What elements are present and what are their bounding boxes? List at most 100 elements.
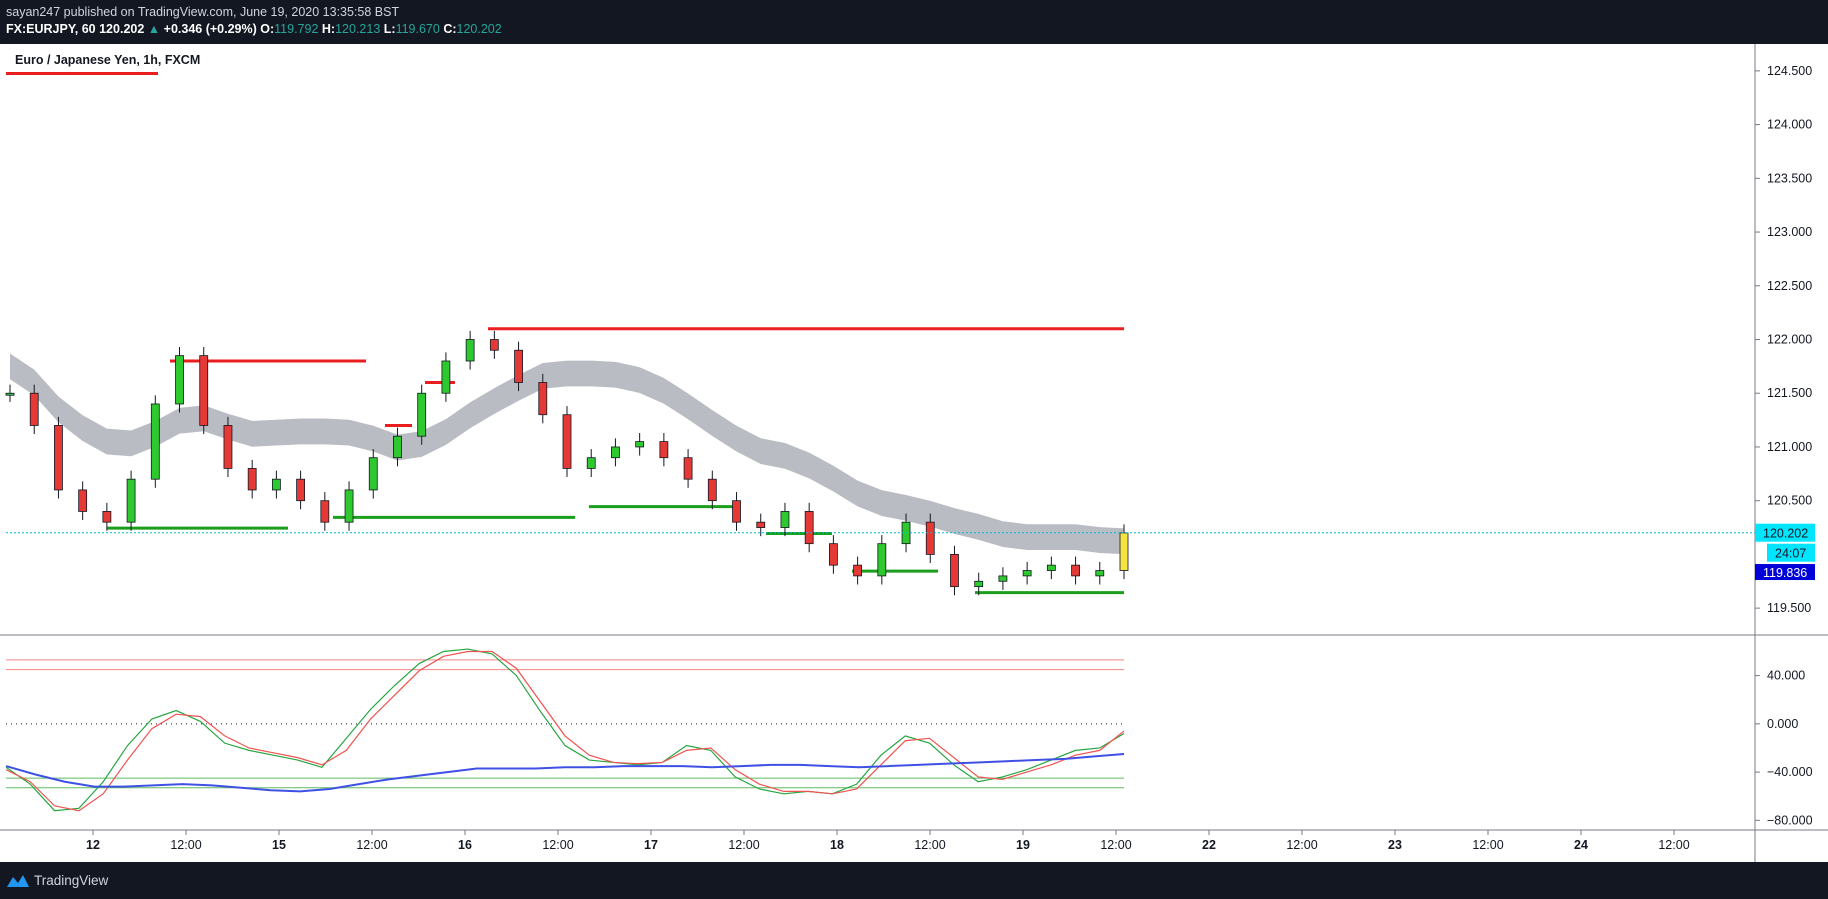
candle-body xyxy=(611,446,620,459)
candle-body xyxy=(368,457,378,491)
time-tick-label: 22 xyxy=(1202,838,1216,852)
ohlc-line: FX:EURJPY, 60 120.202 ▲ +0.346 (+0.29%) … xyxy=(6,22,502,36)
osc-tick-label: −40.000 xyxy=(1767,765,1813,779)
candle-body xyxy=(271,478,281,491)
candle-body xyxy=(441,360,451,394)
time-tick-label: 23 xyxy=(1388,838,1402,852)
last-price-label: 120.202 xyxy=(1763,527,1808,541)
time-tick-label: 12:00 xyxy=(728,838,759,852)
top-bar: sayan247 published on TradingView.com, J… xyxy=(0,0,1828,44)
candle-body xyxy=(998,575,1008,582)
candle-body xyxy=(780,511,790,528)
candle-body xyxy=(150,403,160,480)
close-value: 120.202 xyxy=(456,22,502,36)
osc-tick-label: 0.000 xyxy=(1767,717,1798,731)
symbol-title: Euro / Japanese Yen, 1h, FXCM xyxy=(15,53,201,67)
chart-area[interactable]: 124.500 124.000 123.500 123.000 122.500 122.0… xyxy=(0,44,1828,862)
candle-body xyxy=(1046,564,1056,571)
time-tick-label: 12:00 xyxy=(1658,838,1689,852)
candle-body xyxy=(877,543,887,577)
time-tick-label: 12:00 xyxy=(1100,838,1131,852)
secondary-price-label: 119.836 xyxy=(1763,566,1807,580)
price-tick-label: 119.500 xyxy=(1767,601,1811,615)
chart-canvas[interactable]: 124.500 124.000 123.500 123.000 122.500 122.0… xyxy=(0,44,1828,862)
candle-body xyxy=(54,425,63,491)
candle-body xyxy=(489,339,499,351)
candle-body xyxy=(102,511,112,523)
candle-body xyxy=(78,489,88,512)
time-tick-label: 12:00 xyxy=(1286,838,1317,852)
brand-name[interactable]: TradingView xyxy=(34,873,109,888)
time-tick-label: 12:00 xyxy=(356,838,387,852)
candle-body xyxy=(465,339,475,362)
candle-body xyxy=(853,564,863,577)
candle-body xyxy=(223,425,233,469)
candle-body xyxy=(199,355,209,426)
candle-body xyxy=(707,478,717,502)
time-tick-label: 12:00 xyxy=(1472,838,1503,852)
open-value: 119.792 xyxy=(274,22,319,36)
candle-body xyxy=(1022,570,1032,577)
candle-body xyxy=(828,543,838,566)
tradingview-logo-icon[interactable] xyxy=(6,872,30,888)
last-price: 120.202 xyxy=(99,22,145,36)
osc-series-line xyxy=(5,648,1125,812)
high-label: H: xyxy=(321,22,336,36)
time-tick-label: 24 xyxy=(1574,838,1588,852)
open-label: O: xyxy=(260,22,275,36)
secondary-price-badge xyxy=(1755,564,1815,581)
time-tick-label: 15 xyxy=(272,838,286,852)
candle-body xyxy=(393,435,402,459)
candle-body xyxy=(1071,564,1080,577)
candle-body xyxy=(29,392,39,426)
countdown-badge xyxy=(1767,543,1815,562)
footer-bar: TradingView xyxy=(0,862,1828,899)
candle-body xyxy=(296,478,306,502)
moving-average-band xyxy=(10,353,1124,555)
osc-series-line xyxy=(5,650,1125,812)
price-tick-label: 121.000 xyxy=(1767,440,1812,454)
low-value: 119.670 xyxy=(395,22,440,36)
high-value: 120.213 xyxy=(335,22,381,36)
time-tick-label: 12:00 xyxy=(170,838,201,852)
candle-body xyxy=(514,349,523,383)
publisher-line: sayan247 published on TradingView.com, J… xyxy=(6,5,400,19)
price-tick-label: 120.500 xyxy=(1767,494,1812,508)
candle-body xyxy=(659,441,669,459)
osc-series-line xyxy=(5,753,1125,793)
candle-body xyxy=(126,478,136,523)
close-label: C: xyxy=(443,22,457,36)
price-tick-label: 123.500 xyxy=(1767,171,1812,185)
candle-body xyxy=(804,511,814,545)
candle-body xyxy=(756,521,766,528)
candle-body xyxy=(635,441,645,448)
time-tick-label: 12:00 xyxy=(914,838,945,852)
candle-body xyxy=(5,392,15,396)
candle-body xyxy=(1095,570,1105,577)
change-arrow-icon: ▲ xyxy=(147,22,161,36)
candle-body xyxy=(562,414,572,469)
candle-body xyxy=(950,554,959,588)
candle-body xyxy=(247,468,257,491)
time-tick-label: 18 xyxy=(830,838,844,852)
candle-body xyxy=(344,489,354,523)
last-price-badge xyxy=(1755,523,1815,542)
price-tick-label: 122.500 xyxy=(1767,279,1812,293)
candle-body xyxy=(683,457,693,480)
time-tick-label: 17 xyxy=(644,838,658,852)
time-tick-label: 19 xyxy=(1016,838,1030,852)
candle-body xyxy=(974,580,984,588)
candle-body xyxy=(1119,532,1129,571)
candle-body xyxy=(586,457,596,469)
time-tick-label: 12:00 xyxy=(542,838,573,852)
price-tick-label: 123.000 xyxy=(1767,225,1812,239)
low-label: L: xyxy=(383,22,396,36)
osc-tick-label: −80.000 xyxy=(1767,813,1813,827)
countdown-label: 24:07 xyxy=(1775,547,1806,561)
time-tick-label: 16 xyxy=(458,838,472,852)
price-tick-label: 124.500 xyxy=(1767,64,1812,78)
symbol-label: FX:EURJPY, 60 xyxy=(6,22,96,36)
price-tick-label: 122.000 xyxy=(1767,333,1812,347)
price-tick-label: 121.500 xyxy=(1767,386,1812,400)
candle-body xyxy=(732,500,741,523)
